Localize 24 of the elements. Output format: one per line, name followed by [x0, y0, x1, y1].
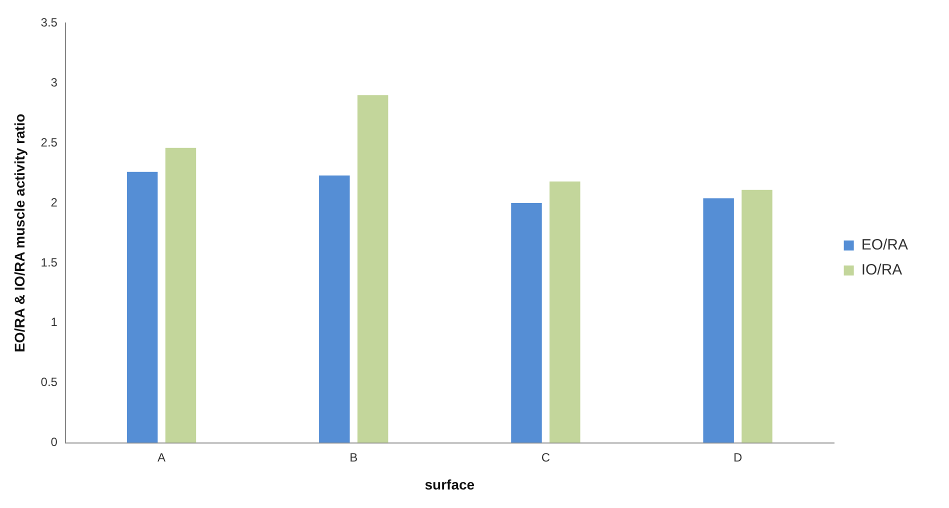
x-tick-label: D [733, 450, 742, 464]
bar [126, 172, 158, 443]
y-tick-label: 3 [50, 75, 58, 90]
bar [319, 175, 350, 443]
y-tick-label: 0 [50, 435, 58, 450]
bar [165, 148, 196, 443]
y-tick-label: 0.5 [40, 375, 58, 390]
x-axis-title: surface [424, 476, 475, 492]
legend-label: EO/RA [861, 236, 908, 254]
y-tick-label: 2 [50, 195, 58, 210]
y-tick-label: 1.5 [40, 255, 58, 270]
y-tick-label: 3.5 [40, 16, 58, 30]
legend-label: IO/RA [861, 262, 902, 279]
y-axis-title: EO/RA & IO/RA muscle activity ratio [11, 114, 28, 352]
x-tick-label: A [158, 450, 166, 464]
bar [511, 203, 542, 443]
y-tick-label: 2.5 [40, 135, 58, 150]
bar [742, 190, 772, 443]
bar [357, 95, 388, 443]
x-tick-label: C [541, 450, 550, 464]
bar [550, 181, 580, 443]
bar [703, 198, 734, 443]
x-tick-label: B [350, 450, 358, 464]
y-tick-label: 1 [50, 315, 58, 330]
